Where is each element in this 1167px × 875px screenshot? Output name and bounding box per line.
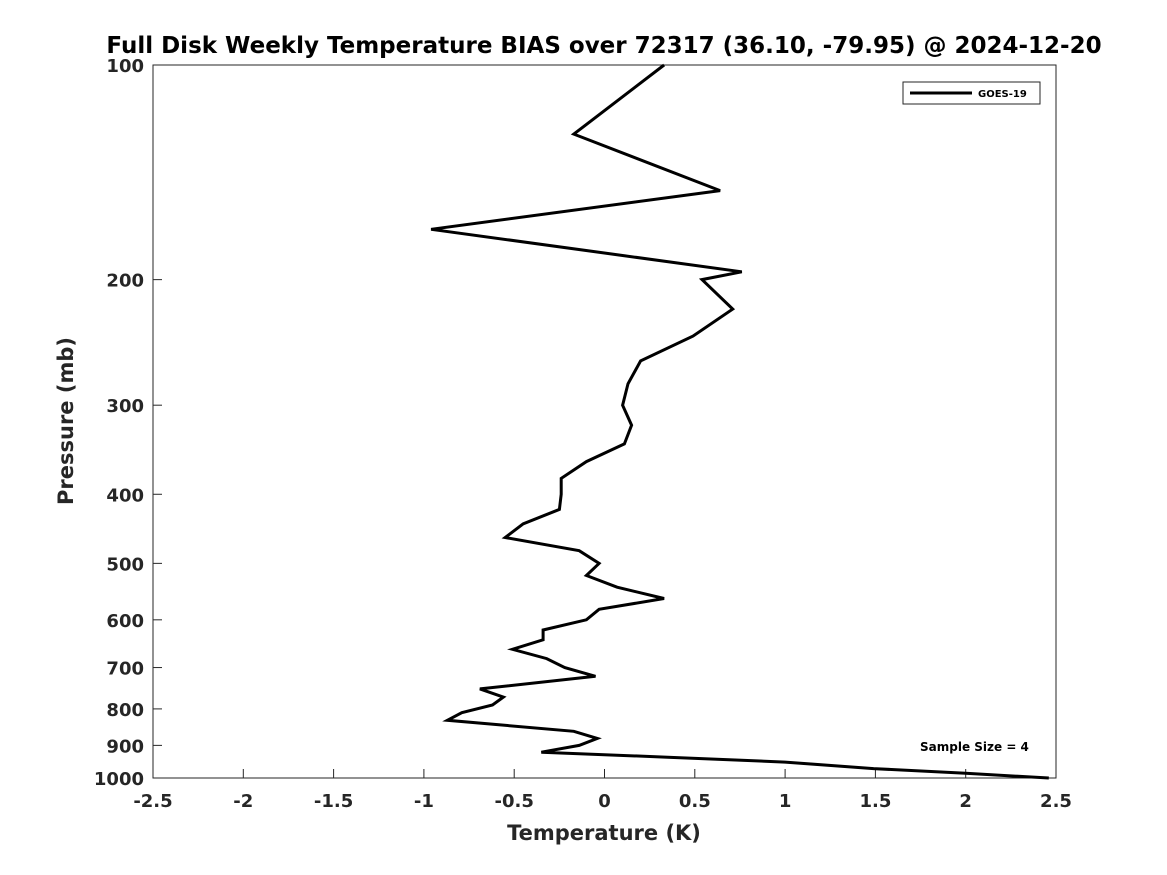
x-tick-label: 2.5: [1040, 791, 1072, 812]
y-tick-label: 800: [106, 700, 144, 721]
y-tick-label: 400: [106, 485, 144, 506]
y-tick-label: 900: [106, 736, 144, 757]
x-tick-label: 2: [959, 791, 972, 812]
y-tick-label: 300: [106, 396, 144, 417]
x-tick-label: -2.5: [133, 791, 172, 812]
x-axis: -2.5 -2 -1.5 -1 -0.5 0 0.5 1 1.5 2 2.5: [133, 769, 1072, 812]
y-axis: 100 200 300 400 500 600 700 800 900 1000: [94, 56, 162, 790]
y-tick-label: 600: [106, 611, 144, 632]
x-tick-label: -1: [414, 791, 434, 812]
x-axis-label: Temperature (K): [507, 821, 701, 845]
x-tick-label: -1.5: [314, 791, 353, 812]
plot-box: [152, 64, 1057, 779]
legend-entry-goes-19: GOES-19: [978, 89, 1027, 100]
x-tick-label: 1.5: [859, 791, 891, 812]
series-layer: [430, 63, 1049, 780]
y-axis-label: Pressure (mb): [54, 337, 78, 505]
x-tick-label: -2: [233, 791, 253, 812]
x-tick-label: 0.5: [679, 791, 711, 812]
x-tick-label: 0: [598, 791, 611, 812]
y-tick-label: 100: [106, 56, 144, 77]
sample-size-annotation: Sample Size = 4: [920, 740, 1029, 754]
chart-title: Full Disk Weekly Temperature BIAS over 7…: [106, 33, 1101, 59]
y-tick-label: 500: [106, 554, 144, 575]
x-tick-label: 1: [779, 791, 792, 812]
y-tick-label: 1000: [94, 769, 144, 790]
series-line-goes-19: [430, 63, 1049, 780]
x-tick-label: -0.5: [495, 791, 534, 812]
y-tick-label: 700: [106, 659, 144, 680]
y-tick-label: 200: [106, 271, 144, 292]
legend: GOES-19: [902, 81, 1041, 105]
